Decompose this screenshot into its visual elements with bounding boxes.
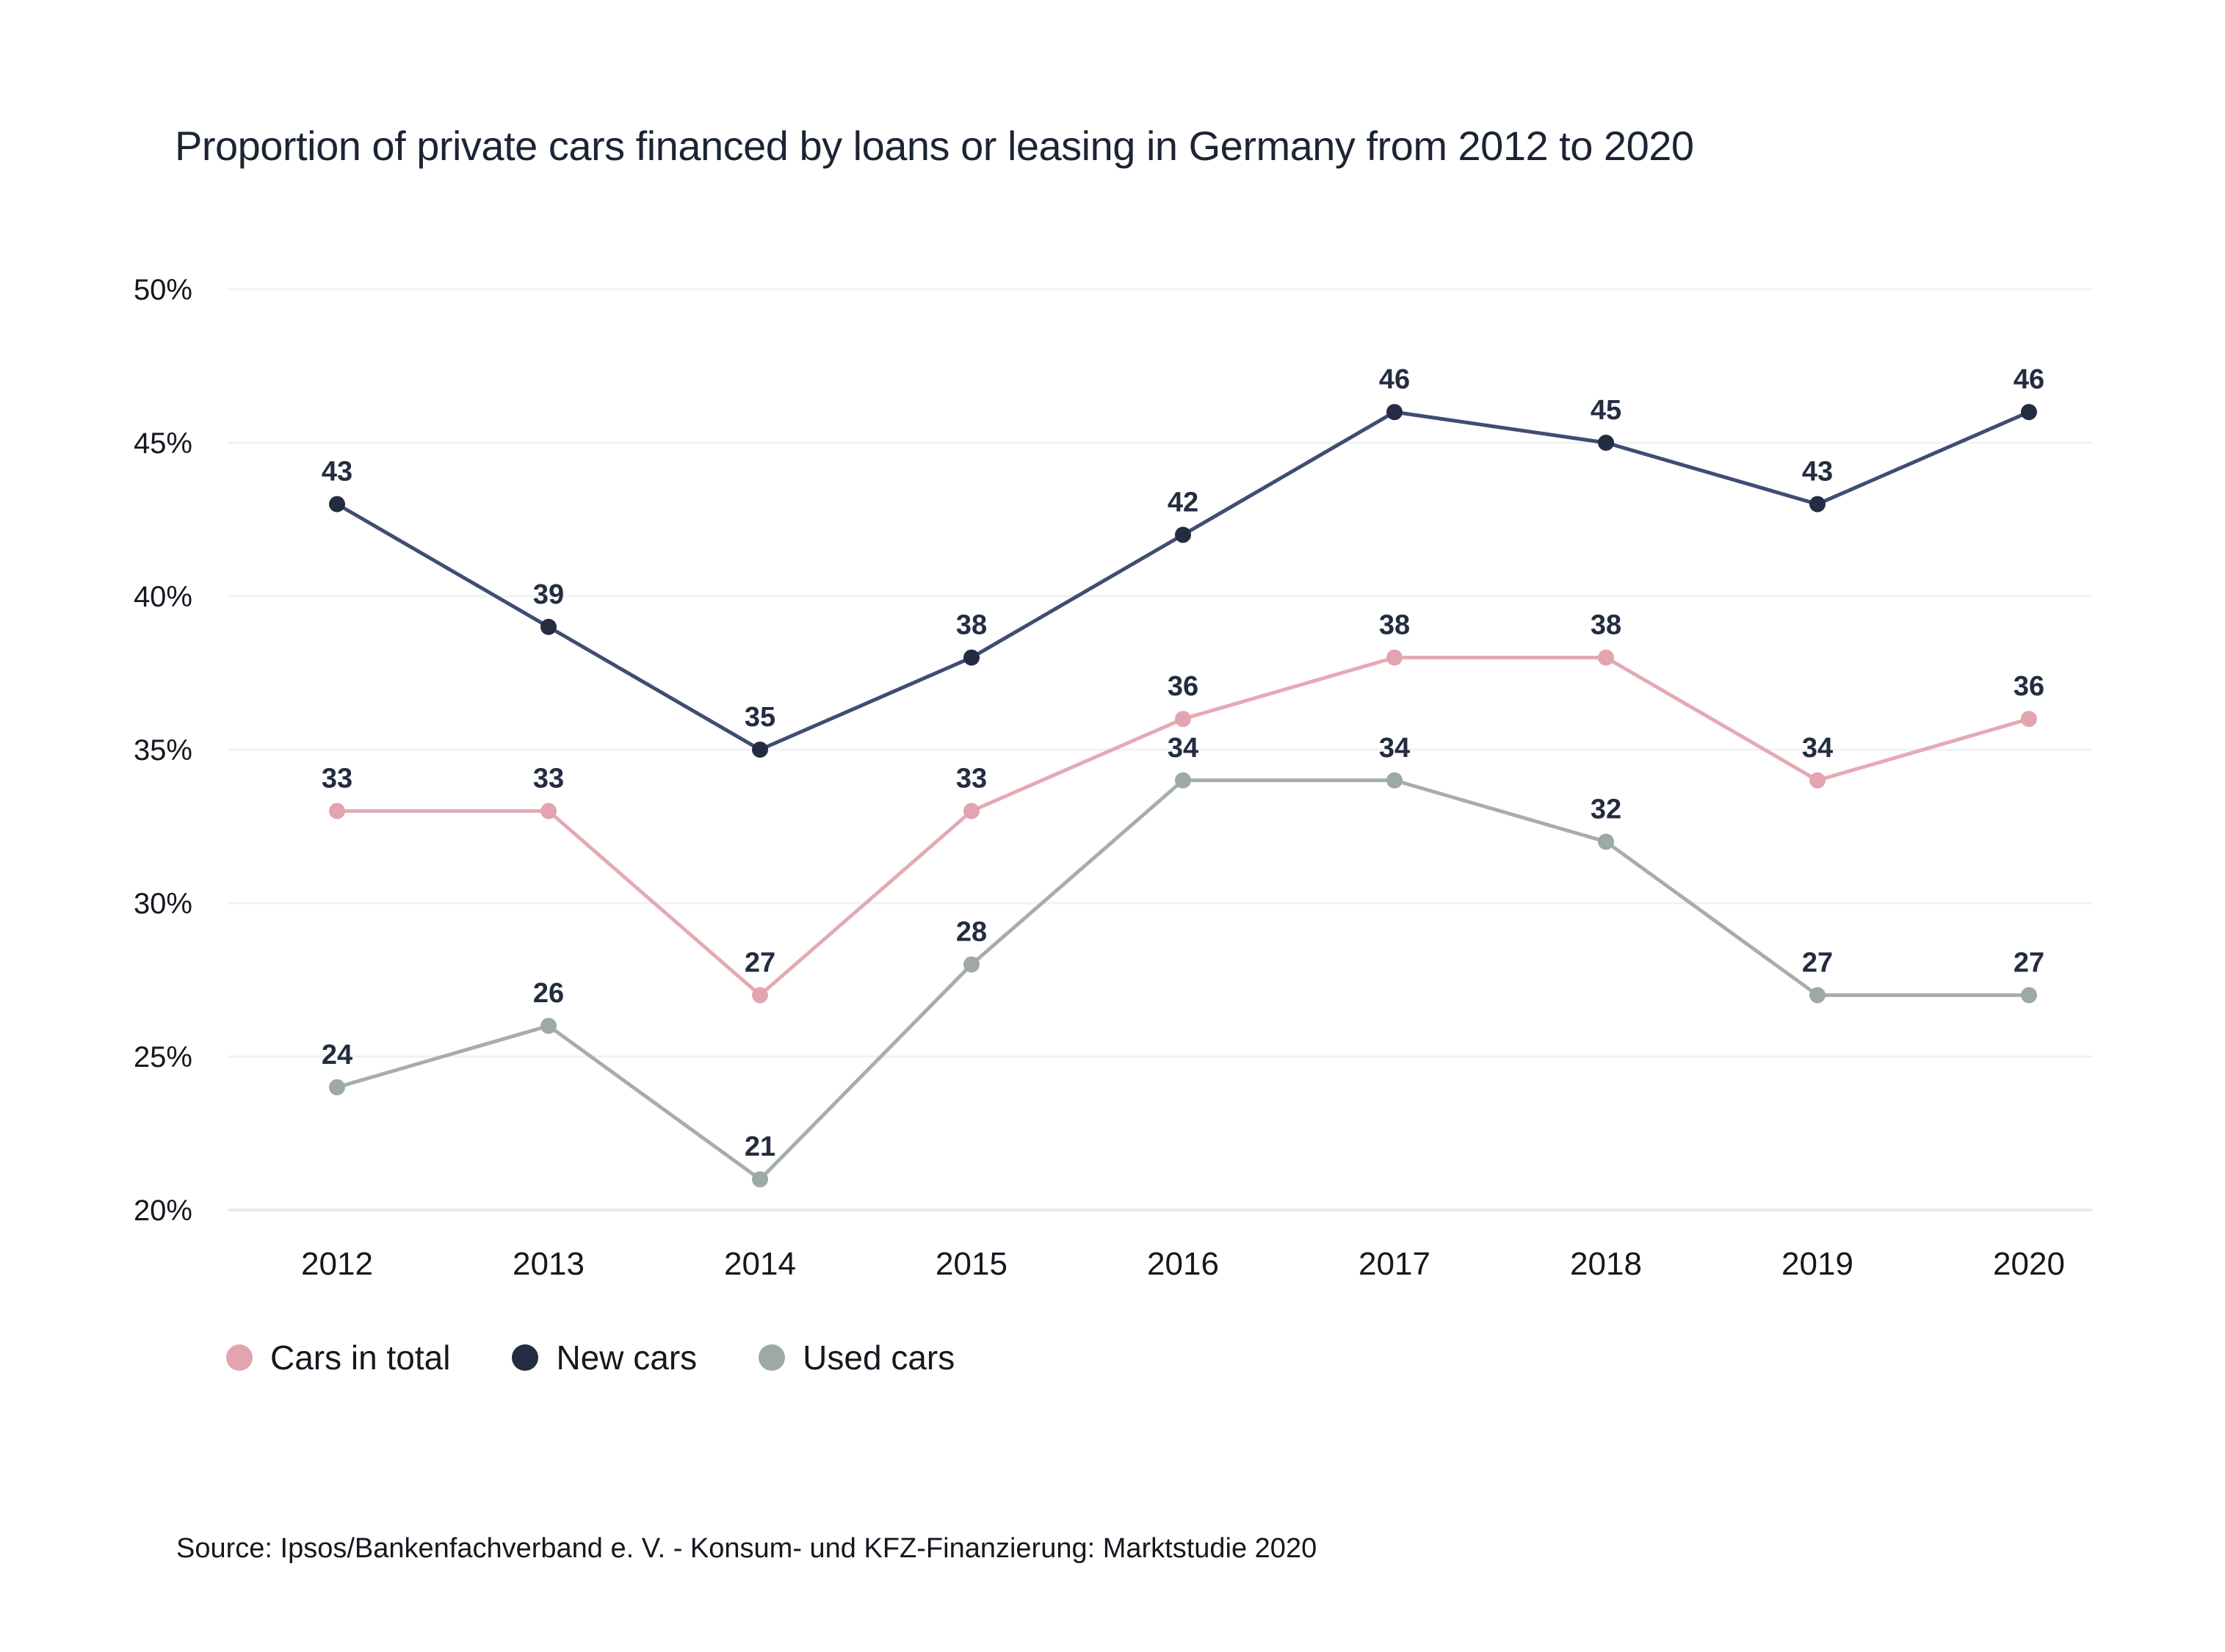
value-label-used-cars: 27 (2014, 947, 2044, 978)
legend-dot-new-cars (512, 1344, 539, 1371)
value-label-cars-in-total: 36 (2014, 671, 2044, 702)
x-tick-label: 2016 (1147, 1246, 1219, 1282)
value-label-new-cars: 42 (1168, 487, 1198, 518)
legend-label-used-cars: Used cars (803, 1338, 955, 1377)
value-label-used-cars: 26 (533, 978, 564, 1009)
value-label-cars-in-total: 36 (1168, 671, 1198, 702)
x-tick-label: 2020 (1993, 1246, 2065, 1282)
value-label-cars-in-total: 38 (1591, 610, 1621, 641)
data-point-cars-in-total (1386, 649, 1403, 666)
data-point-used-cars (752, 1171, 768, 1188)
source-citation: Source: Ipsos/Bankenfachverband e. V. - … (176, 1533, 1317, 1564)
data-point-cars-in-total (329, 803, 345, 819)
legend-dot-cars-in-total (226, 1344, 253, 1371)
data-point-cars-in-total (540, 803, 557, 819)
x-tick-label: 2014 (724, 1246, 796, 1282)
y-tick-label: 20% (134, 1195, 192, 1227)
value-label-new-cars: 43 (322, 457, 352, 488)
value-label-used-cars: 32 (1591, 794, 1621, 825)
legend-item-new-cars: New cars (512, 1338, 697, 1377)
x-tick-label: 2018 (1570, 1246, 1642, 1282)
data-point-new-cars (1386, 404, 1403, 421)
data-point-used-cars (1598, 833, 1614, 850)
data-point-used-cars (329, 1079, 345, 1095)
data-point-new-cars (1175, 526, 1191, 543)
x-tick-label: 2012 (301, 1246, 373, 1282)
value-label-new-cars: 35 (745, 702, 775, 733)
data-point-new-cars (1598, 435, 1614, 451)
data-point-cars-in-total (752, 987, 768, 1004)
data-point-used-cars (1809, 987, 1826, 1004)
data-point-new-cars (963, 649, 980, 666)
y-tick-label: 25% (134, 1041, 192, 1073)
data-point-used-cars (963, 956, 980, 973)
y-tick-label: 45% (134, 427, 192, 460)
data-point-cars-in-total (1598, 649, 1614, 666)
x-tick-label: 2013 (513, 1246, 585, 1282)
value-label-cars-in-total: 34 (1802, 733, 1833, 764)
value-label-cars-in-total: 38 (1379, 610, 1410, 641)
legend-item-cars-in-total: Cars in total (226, 1338, 450, 1377)
series-line-cars-in-total (335, 656, 2031, 997)
value-label-new-cars: 46 (1379, 364, 1410, 395)
value-label-used-cars: 21 (745, 1131, 775, 1162)
y-tick-label: 40% (134, 581, 192, 613)
series-line-used-cars (335, 778, 2031, 1181)
y-tick-label: 30% (134, 888, 192, 920)
legend-item-used-cars: Used cars (759, 1338, 955, 1377)
value-label-new-cars: 45 (1591, 395, 1621, 426)
legend-dot-used-cars (759, 1344, 786, 1371)
data-point-new-cars (752, 742, 768, 758)
data-point-cars-in-total (963, 803, 980, 819)
value-label-used-cars: 34 (1168, 733, 1198, 764)
legend-label-new-cars: New cars (556, 1338, 698, 1377)
page-title: Proportion of private cars financed by l… (175, 123, 1694, 169)
value-label-new-cars: 46 (2014, 364, 2044, 395)
data-point-used-cars (2021, 987, 2037, 1004)
value-label-cars-in-total: 33 (533, 764, 564, 794)
value-label-cars-in-total: 27 (745, 947, 775, 978)
data-point-new-cars (2021, 404, 2037, 421)
value-label-cars-in-total: 33 (322, 764, 352, 794)
data-point-cars-in-total (1175, 711, 1191, 728)
legend-label-cars-in-total: Cars in total (270, 1338, 451, 1377)
value-label-used-cars: 28 (956, 917, 987, 948)
value-label-new-cars: 38 (956, 610, 987, 641)
value-label-used-cars: 27 (1802, 947, 1833, 978)
data-point-used-cars (1175, 772, 1191, 789)
x-tick-label: 2015 (936, 1246, 1007, 1282)
data-point-new-cars (1809, 496, 1826, 512)
value-label-used-cars: 34 (1379, 733, 1410, 764)
value-label-new-cars: 43 (1802, 457, 1833, 488)
value-label-used-cars: 24 (322, 1040, 352, 1070)
chart-legend: Cars in total New cars Used cars (226, 1338, 955, 1377)
data-point-cars-in-total (2021, 711, 2037, 728)
data-point-new-cars (329, 496, 345, 512)
value-label-cars-in-total: 33 (956, 764, 987, 794)
y-tick-label: 50% (134, 274, 192, 306)
value-label-new-cars: 39 (533, 579, 564, 610)
x-tick-label: 2019 (1781, 1246, 1853, 1282)
data-point-used-cars (1386, 772, 1403, 789)
y-tick-label: 35% (134, 734, 192, 767)
x-tick-label: 2017 (1358, 1246, 1430, 1282)
data-point-new-cars (540, 618, 557, 635)
data-point-used-cars (540, 1018, 557, 1035)
data-point-cars-in-total (1809, 772, 1826, 789)
